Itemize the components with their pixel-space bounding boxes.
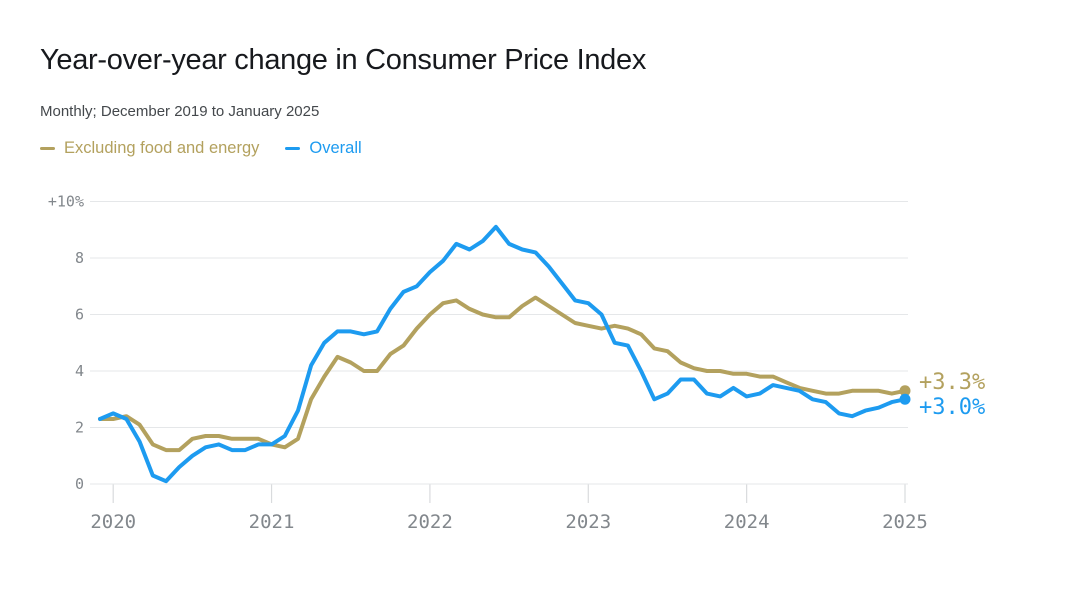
legend-label-excluding-food-and-energy: Excluding food and energy	[64, 139, 260, 157]
x-axis-tick-label: 2021	[249, 511, 295, 533]
x-axis-tick-label: 2020	[90, 511, 136, 533]
x-axis-tick-label: 2024	[724, 511, 770, 533]
x-axis-tick-label: 2023	[565, 511, 611, 533]
y-axis-tick-label: 6	[75, 306, 84, 324]
x-axis-tick-label: 2025	[882, 511, 928, 533]
legend-dash-icon	[285, 146, 301, 151]
y-axis-tick-label: +10%	[48, 193, 84, 211]
x-axis-tick-label: 2022	[407, 511, 453, 533]
legend: Excluding food and energy Overall	[40, 139, 362, 158]
legend-item-overall: Overall	[285, 139, 362, 158]
series-line-overall	[98, 224, 907, 484]
chart-subtitle: Monthly; December 2019 to January 2025	[40, 103, 320, 120]
end-dot-overall	[899, 393, 911, 405]
legend-dash-icon	[40, 146, 55, 151]
end-label-overall: +3.0%	[919, 395, 985, 420]
series-line-excluding-food-and-energy	[98, 295, 907, 453]
end-dot-excluding-food-and-energy	[899, 385, 911, 397]
y-axis-tick-label: 8	[75, 249, 84, 267]
y-axis-tick-label: 4	[75, 362, 84, 380]
legend-label-overall: Overall	[309, 139, 362, 157]
chart-title: Year-over-year change in Consumer Price …	[40, 44, 647, 76]
legend-item-excluding-food-and-energy: Excluding food and energy	[40, 139, 259, 158]
y-axis-tick-label: 2	[75, 419, 84, 437]
end-label-excluding-food-and-energy: +3.3%	[919, 370, 985, 395]
y-axis-tick-label: 0	[75, 475, 84, 493]
